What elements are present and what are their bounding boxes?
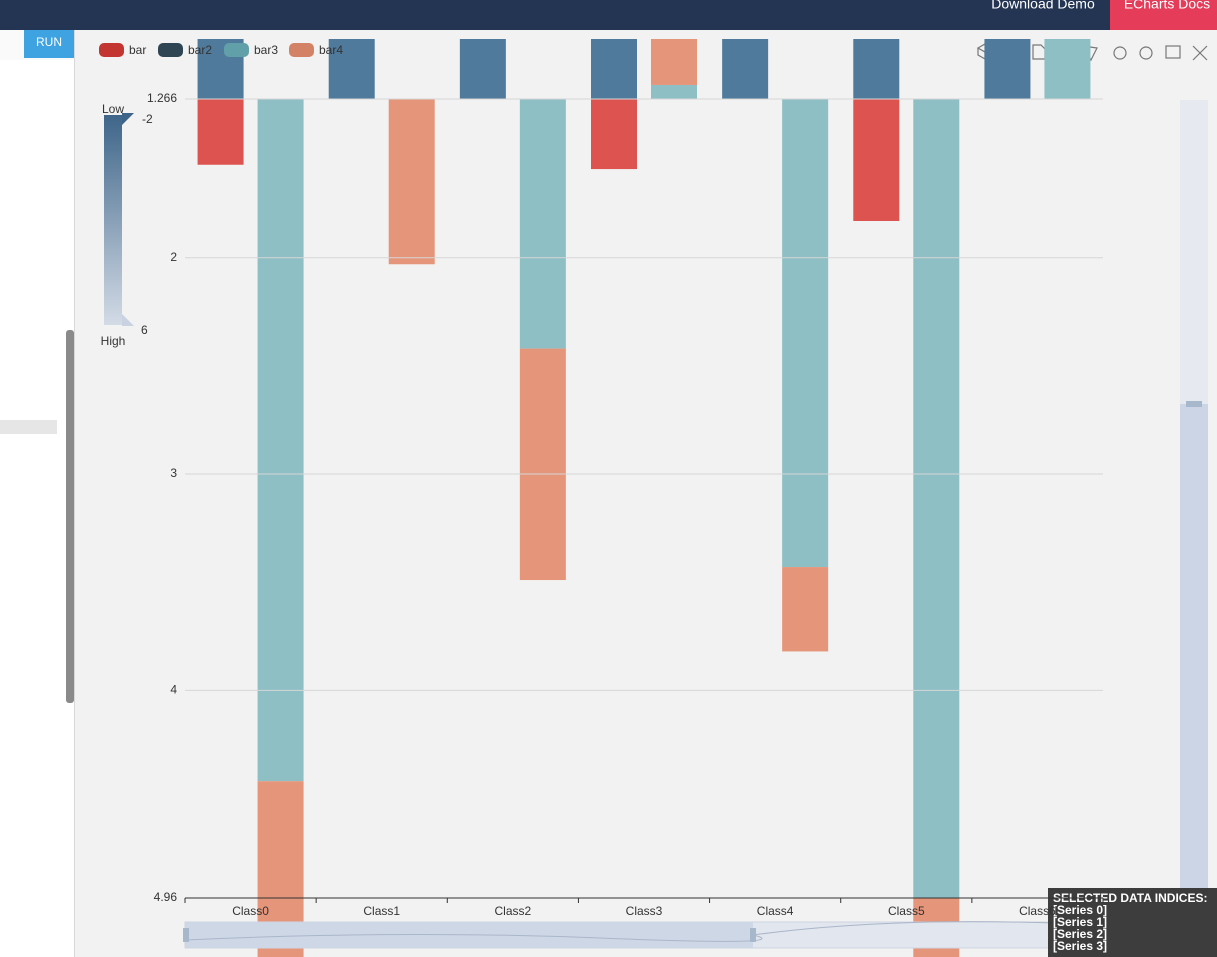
overlay: bar bar2 bar3 bar4 Low High -2 6 SELECTED DATA I… — [99, 43, 1217, 957]
tooltip-box — [1048, 888, 1217, 957]
legend-swatch — [289, 43, 314, 57]
tool-icon[interactable] — [1113, 46, 1127, 60]
tool-icon[interactable] — [1192, 45, 1208, 61]
x-tick-label: Class5 — [888, 904, 925, 918]
vertical-zoom-handle[interactable] — [1186, 401, 1202, 407]
x-tick-label: Class3 — [626, 904, 663, 918]
bar — [853, 99, 900, 221]
visual-map-bar — [104, 115, 122, 325]
tooltip-title: SELECTED DATA INDICES: — [1053, 891, 1207, 905]
y-tick-label: 4.96 — [154, 890, 178, 904]
x-tick-label: Class2 — [495, 904, 532, 918]
legend-label: bar3 — [254, 43, 278, 57]
legend-swatch — [158, 43, 183, 57]
plot — [197, 39, 1091, 957]
x-tick-label: Class6 — [1019, 904, 1056, 918]
bar — [197, 99, 244, 165]
visual-map-text: High — [101, 334, 126, 348]
legend-label: bar4 — [319, 43, 343, 57]
zoom-handle[interactable] — [750, 928, 756, 942]
panel-strip — [0, 420, 57, 434]
visual-map-text: Low — [102, 102, 124, 116]
docs-button[interactable] — [1110, 0, 1217, 30]
tooltip-line: [Series 3] — [1053, 939, 1107, 953]
nav-link[interactable]: Download Demo — [991, 0, 1095, 12]
chart-background — [75, 30, 1217, 957]
legend-swatch — [99, 43, 124, 57]
y-tick-label: 3 — [170, 466, 177, 480]
bar — [388, 99, 435, 265]
tooltip-line: [Series 1] — [1053, 915, 1107, 929]
top-bar — [0, 0, 1217, 30]
vertical-zoom-selected — [1180, 404, 1208, 898]
bar — [651, 84, 697, 99]
x-tick-label: Class4 — [757, 904, 794, 918]
bar — [651, 39, 697, 85]
bar — [782, 567, 829, 652]
legend-swatch — [224, 43, 249, 57]
bar — [913, 99, 960, 898]
bar — [722, 39, 769, 99]
legend-label: bar2 — [188, 43, 212, 57]
bar — [591, 99, 637, 170]
run-label[interactable]: RUN — [36, 35, 62, 49]
bar — [984, 39, 1031, 99]
x-tick-label: Class0 — [232, 904, 269, 918]
visual-map-handle — [122, 314, 134, 326]
legend-label: bar — [129, 43, 146, 57]
zoom-handle[interactable] — [183, 928, 189, 942]
visual-map-min: -2 — [142, 112, 153, 126]
scrollbar[interactable] — [66, 330, 74, 703]
x-tick-label: Class1 — [363, 904, 400, 918]
bar — [591, 39, 637, 99]
visual-map-handle — [122, 113, 134, 125]
tool-icon[interactable] — [1139, 46, 1153, 60]
tooltip-line: [Series 0] — [1053, 903, 1107, 917]
bar — [853, 39, 900, 99]
visual-map-max: 6 — [141, 323, 148, 337]
tool-icon[interactable] — [1165, 45, 1181, 59]
y-tick-label: 2 — [170, 250, 177, 264]
bar — [328, 39, 375, 99]
run-button[interactable] — [24, 30, 74, 58]
nav-link[interactable]: ECharts Docs — [1124, 0, 1210, 12]
y-tick-label: 1.266 — [147, 91, 177, 105]
tooltip-line: [Series 2] — [1053, 927, 1107, 941]
panel-divider — [74, 30, 75, 957]
bar — [459, 39, 506, 99]
y-tick-label: 4 — [170, 683, 177, 697]
bar — [519, 348, 566, 581]
bar — [519, 99, 566, 349]
bar — [1044, 39, 1091, 99]
zoom-shadow — [184, 921, 1104, 942]
bar — [782, 99, 829, 568]
bar — [257, 99, 304, 782]
